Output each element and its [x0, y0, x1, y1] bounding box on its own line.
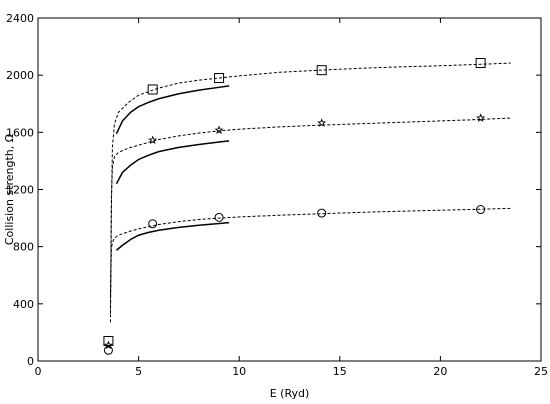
circle-marker	[317, 208, 327, 218]
circle-marker	[214, 212, 224, 222]
series-top-dashed-line	[109, 62, 511, 323]
series-bottom-dashed-line	[109, 207, 511, 297]
x-tick-label: 0	[35, 365, 42, 378]
y-tick-label: 2000	[6, 69, 34, 82]
square-marker	[214, 73, 225, 84]
y-tick-label: 400	[13, 298, 34, 311]
y-tick-label: 0	[27, 355, 34, 368]
series-bottom-solid-line	[115, 221, 230, 251]
square-marker	[475, 58, 486, 69]
x-tick-label: 5	[135, 365, 142, 378]
plot-area: 0 5 10 15 20 25 0 400 800 1200 1600 2000 2400	[6, 12, 548, 378]
circle-marker	[476, 205, 486, 215]
x-tick-label: 25	[534, 365, 548, 378]
square-marker	[147, 84, 158, 95]
star-marker	[476, 113, 486, 122]
y-tick-label: 1200	[6, 184, 34, 197]
star-marker	[317, 118, 327, 127]
star-marker	[148, 135, 158, 145]
y-tick-label: 1600	[6, 126, 34, 139]
y-tick-label: 2400	[6, 12, 34, 25]
circle-marker	[103, 345, 113, 355]
x-axis-label: E (Ryd)	[270, 387, 310, 400]
star-marker	[214, 125, 224, 135]
series-middle-dashed-line	[109, 117, 511, 314]
y-tick-label: 800	[13, 241, 34, 254]
plot-frame	[37, 17, 542, 362]
y-axis-label: Collision strength, Ω	[3, 134, 16, 245]
circle-marker	[148, 219, 158, 229]
square-marker	[103, 335, 114, 346]
series-top-solid-line	[115, 85, 230, 135]
x-tick-label: 15	[333, 365, 347, 378]
series-middle-solid-line	[115, 140, 230, 185]
x-tick-label: 20	[433, 365, 447, 378]
square-marker	[316, 65, 327, 76]
x-tick-label: 10	[232, 365, 246, 378]
